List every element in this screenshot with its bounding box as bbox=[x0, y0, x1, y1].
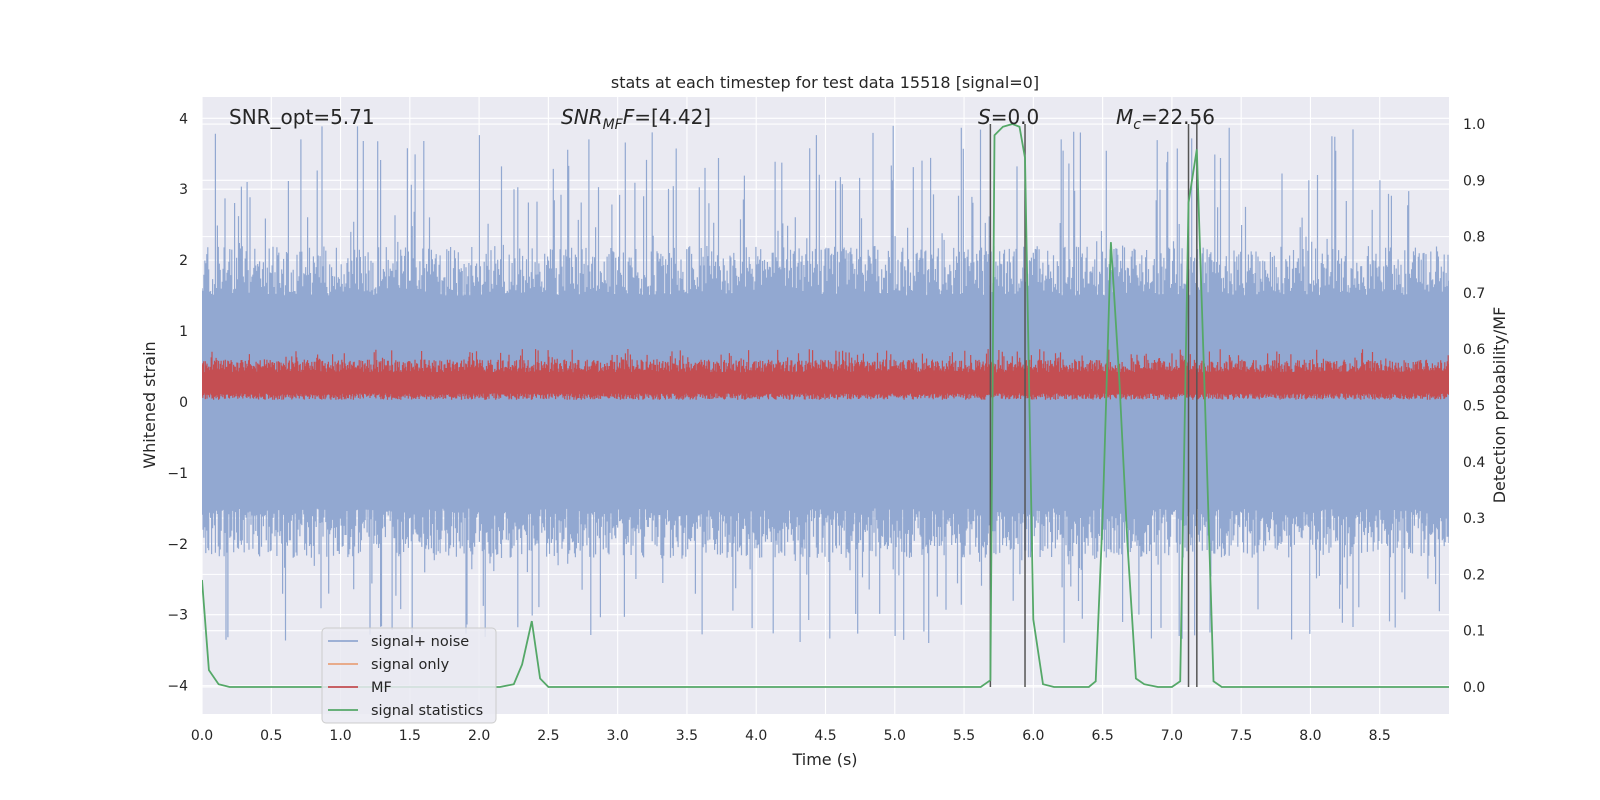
y-tick-label: −4 bbox=[167, 679, 188, 695]
mf-core bbox=[202, 373, 1449, 392]
legend-label-mf: MF bbox=[371, 680, 392, 696]
x-tick-label: 3.5 bbox=[676, 728, 698, 744]
x-tick-label: 0.5 bbox=[260, 728, 282, 744]
x-tick-label: 4.5 bbox=[814, 728, 836, 744]
x-tick-label: 8.0 bbox=[1299, 728, 1321, 744]
y-tick-label: 2 bbox=[179, 253, 188, 269]
x-tick-label: 7.0 bbox=[1161, 728, 1183, 744]
y-right-tick-label: 0.8 bbox=[1463, 230, 1485, 246]
legend-box bbox=[321, 627, 497, 724]
x-tick-label: 2.5 bbox=[537, 728, 559, 744]
chart-title: stats at each timestep for test data 155… bbox=[611, 73, 1039, 92]
legend-label-signal-statistics: signal statistics bbox=[371, 703, 483, 719]
y-right-tick-label: 1.0 bbox=[1463, 117, 1485, 133]
x-tick-label: 6.5 bbox=[1091, 728, 1113, 744]
y-tick-label: 1 bbox=[179, 324, 188, 340]
annotation-mc: Mc=22.56 bbox=[1116, 105, 1215, 133]
x-tick-label: 5.5 bbox=[953, 728, 975, 744]
y-right-tick-label: 0.7 bbox=[1463, 286, 1485, 302]
y-right-tick-label: 0.0 bbox=[1463, 680, 1485, 696]
legend: signal+ noise signal only MF signal stat… bbox=[321, 627, 497, 724]
legend-label-signal-only: signal only bbox=[371, 657, 450, 673]
y-right-tick-label: 0.9 bbox=[1463, 173, 1485, 189]
x-tick-label: 5.0 bbox=[884, 728, 906, 744]
y-tick-label: 4 bbox=[179, 111, 188, 127]
x-tick-label: 1.0 bbox=[329, 728, 351, 744]
y-tick-label: −1 bbox=[167, 466, 188, 482]
tick-labels: 0.0 0.5 1.0 1.5 2.0 2.5 3.0 3.5 4.0 4.5 5.0 5.5 6.0 6… bbox=[167, 111, 1485, 744]
plot-area bbox=[202, 123, 1449, 688]
signal-noise-core bbox=[202, 295, 1449, 509]
x-tick-label: 2.0 bbox=[468, 728, 490, 744]
annotation-snr-opt: SNR_opt=5.71 bbox=[229, 105, 375, 129]
x-tick-label: 1.5 bbox=[399, 728, 421, 744]
y-tick-label: 3 bbox=[179, 182, 188, 198]
y-right-tick-label: 0.4 bbox=[1463, 455, 1485, 471]
y-axis-right-label: Detection probability/MF bbox=[1490, 307, 1509, 504]
annotation-snr-mf: SNRMFF=[4.42] bbox=[561, 105, 711, 133]
y-tick-label: −3 bbox=[167, 608, 188, 624]
x-tick-label: 6.0 bbox=[1022, 728, 1044, 744]
x-tick-label: 7.5 bbox=[1230, 728, 1252, 744]
y-right-tick-label: 0.2 bbox=[1463, 567, 1485, 583]
y-right-tick-label: 0.1 bbox=[1463, 624, 1485, 640]
y-right-tick-label: 0.3 bbox=[1463, 511, 1485, 527]
x-tick-label: 3.0 bbox=[607, 728, 629, 744]
y-axis-label: Whitened strain bbox=[140, 341, 159, 468]
y-tick-label: 0 bbox=[179, 395, 188, 411]
x-tick-label: 4.0 bbox=[745, 728, 767, 744]
y-tick-label: −2 bbox=[167, 537, 188, 553]
x-axis-label: Time (s) bbox=[791, 750, 857, 769]
x-tick-label: 8.5 bbox=[1369, 728, 1391, 744]
x-tick-label: 0.0 bbox=[191, 728, 213, 744]
legend-label-signal-noise: signal+ noise bbox=[371, 634, 469, 650]
y-right-tick-label: 0.5 bbox=[1463, 399, 1485, 415]
y-right-tick-label: 0.6 bbox=[1463, 342, 1485, 358]
annotation-s: S=0.0 bbox=[978, 105, 1039, 129]
